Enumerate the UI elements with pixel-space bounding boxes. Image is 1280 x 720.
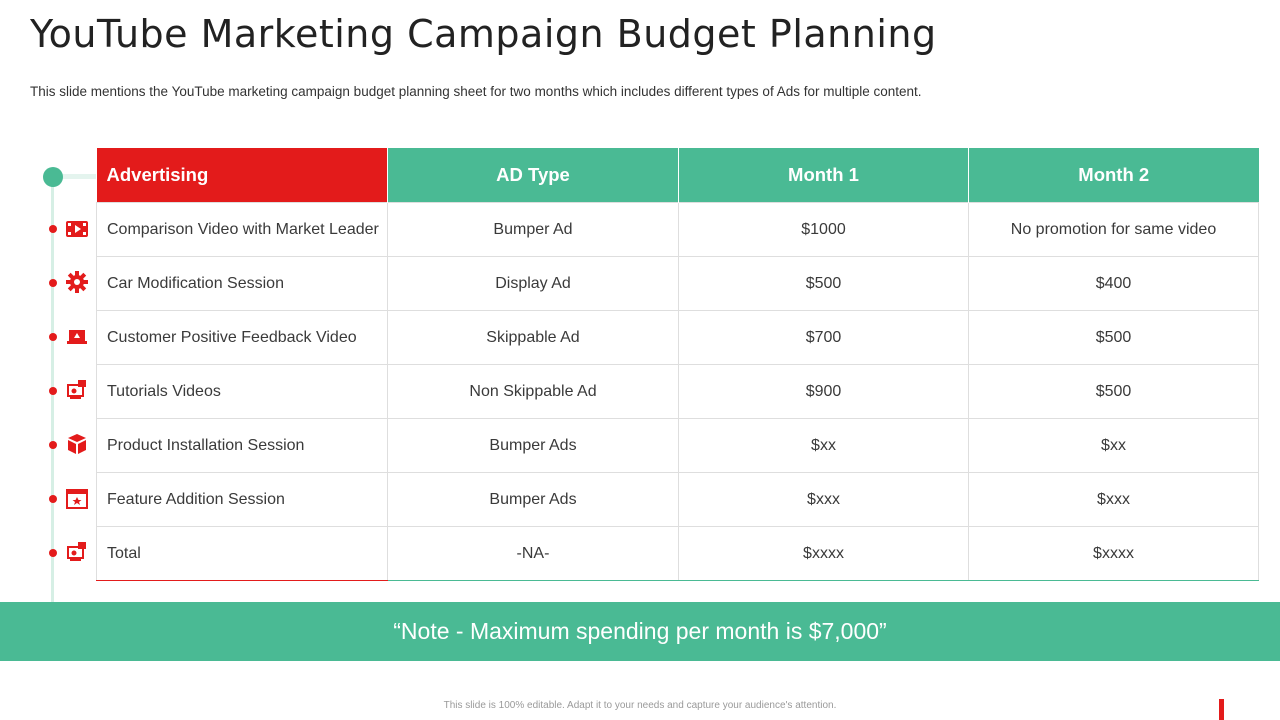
cell-ad-type: Bumper Ads: [387, 418, 679, 473]
cell-month-1: $xxxx: [678, 526, 969, 581]
cell-advertising: Tutorials Videos: [96, 364, 388, 419]
cell-advertising: Feature Addition Session: [96, 472, 388, 527]
note-banner: “Note - Maximum spending per month is $7…: [0, 602, 1280, 661]
cell-advertising: Car Modification Session: [96, 256, 388, 311]
table-header-row: Advertising AD Type Month 1 Month 2: [96, 148, 1259, 203]
cell-ad-type: Display Ad: [387, 256, 679, 311]
timeline-dot: [49, 333, 57, 341]
timeline-dot: [49, 549, 57, 557]
cell-ad-type: Bumper Ads: [387, 472, 679, 527]
header-month-2: Month 2: [968, 148, 1259, 203]
page-title: YouTube Marketing Campaign Budget Planni…: [30, 12, 937, 56]
cell-month-2: $500: [968, 364, 1259, 419]
cell-month-2: No promotion for same video: [968, 202, 1259, 257]
note-text: “Note - Maximum spending per month is $7…: [393, 618, 887, 644]
timeline-dot: [49, 279, 57, 287]
cell-month-1: $xx: [678, 418, 969, 473]
table-row-total: Total -NA- $xxxx $xxxx: [96, 526, 1259, 581]
table-row: Product Installation Session Bumper Ads …: [96, 418, 1259, 473]
budget-table: Advertising AD Type Month 1 Month 2 Comp…: [96, 148, 1259, 581]
cell-ad-type: Bumper Ad: [387, 202, 679, 257]
table-row: Customer Positive Feedback Video Skippab…: [96, 310, 1259, 365]
cell-advertising: Comparison Video with Market Leader: [96, 202, 388, 257]
timeline-connector: [62, 174, 96, 179]
tutorial-screen-icon: [65, 542, 89, 562]
video-player-icon: [65, 219, 89, 239]
cell-ad-type: -NA-: [387, 526, 679, 581]
timeline-dot: [49, 225, 57, 233]
corner-accent-bar: [1219, 699, 1224, 720]
header-month-1: Month 1: [678, 148, 969, 203]
browser-star-icon: [65, 489, 89, 509]
cell-month-2: $400: [968, 256, 1259, 311]
timeline-dot: [49, 495, 57, 503]
cell-month-1: $500: [678, 256, 969, 311]
timeline-dot: [49, 387, 57, 395]
table-row: Feature Addition Session Bumper Ads $xxx…: [96, 472, 1259, 527]
tutorial-screen-icon: [65, 380, 89, 400]
cell-month-1: $1000: [678, 202, 969, 257]
page-subtitle: This slide mentions the YouTube marketin…: [30, 84, 922, 99]
cell-advertising: Product Installation Session: [96, 418, 388, 473]
cell-advertising: Total: [96, 526, 388, 581]
header-ad-type: AD Type: [387, 148, 679, 203]
cell-month-1: $700: [678, 310, 969, 365]
gear-icon: [65, 271, 89, 293]
cell-month-2: $xx: [968, 418, 1259, 473]
cell-month-1: $xxx: [678, 472, 969, 527]
table-row: Car Modification Session Display Ad $500…: [96, 256, 1259, 311]
cell-month-2: $500: [968, 310, 1259, 365]
package-box-icon: [65, 434, 89, 454]
table-row: Comparison Video with Market Leader Bump…: [96, 202, 1259, 257]
cell-month-2: $xxx: [968, 472, 1259, 527]
table-row: Tutorials Videos Non Skippable Ad $900 $…: [96, 364, 1259, 419]
cell-month-1: $900: [678, 364, 969, 419]
laptop-icon: [65, 327, 89, 347]
cell-ad-type: Non Skippable Ad: [387, 364, 679, 419]
cell-month-2: $xxxx: [968, 526, 1259, 581]
timeline-start-dot: [43, 167, 63, 187]
header-advertising: Advertising: [96, 148, 388, 203]
cell-advertising: Customer Positive Feedback Video: [96, 310, 388, 365]
cell-ad-type: Skippable Ad: [387, 310, 679, 365]
timeline-dot: [49, 441, 57, 449]
footer-text: This slide is 100% editable. Adapt it to…: [443, 700, 837, 711]
